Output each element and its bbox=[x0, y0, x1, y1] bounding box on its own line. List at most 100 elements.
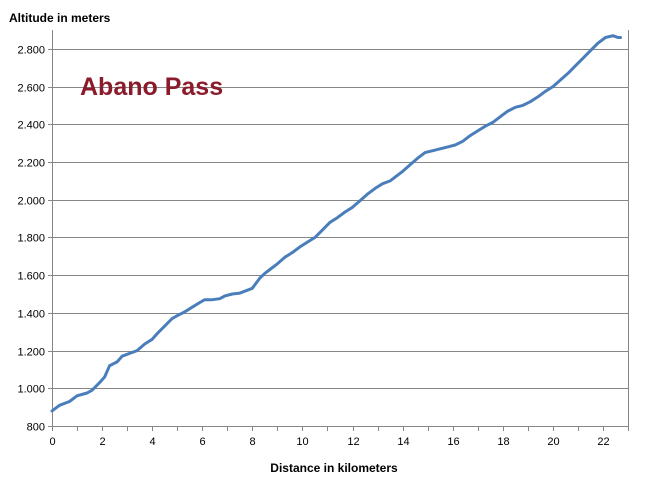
data-point bbox=[231, 293, 233, 295]
data-point bbox=[499, 116, 501, 118]
y-tick-label: 1.800 bbox=[17, 233, 45, 245]
x-tick-label: 22 bbox=[597, 436, 609, 448]
data-point bbox=[219, 298, 221, 300]
data-point bbox=[374, 187, 376, 189]
data-point bbox=[382, 183, 384, 185]
data-point bbox=[344, 211, 346, 213]
data-point bbox=[276, 263, 278, 265]
y-tick-label: 2.800 bbox=[17, 45, 45, 57]
data-point bbox=[389, 180, 391, 182]
axes bbox=[48, 30, 629, 431]
y-tick-label: 1.400 bbox=[17, 309, 45, 321]
data-point bbox=[171, 317, 173, 320]
data-point bbox=[191, 306, 193, 308]
data-point bbox=[417, 157, 419, 159]
data-point bbox=[104, 376, 106, 378]
data-point bbox=[164, 325, 166, 327]
data-point bbox=[199, 301, 201, 304]
data-point bbox=[291, 251, 293, 254]
x-tick-label: 18 bbox=[497, 436, 509, 448]
data-point bbox=[462, 140, 464, 142]
tick-labels: 800 1.000 1.200 1.400 1.600 1.800 2.000 2.200 2.… bbox=[17, 45, 609, 449]
data-point bbox=[176, 315, 178, 317]
data-point bbox=[522, 104, 524, 106]
data-point bbox=[617, 36, 619, 39]
y-tick-label: 1.200 bbox=[17, 347, 45, 359]
data-point bbox=[359, 200, 361, 202]
x-tick-label: 12 bbox=[347, 436, 359, 448]
y-tick-label: 2.200 bbox=[17, 158, 45, 170]
data-point bbox=[366, 193, 369, 195]
data-point bbox=[99, 382, 101, 384]
y-tick-label: 2.400 bbox=[17, 120, 45, 132]
data-point bbox=[284, 256, 286, 258]
data-point bbox=[336, 217, 339, 219]
data-point bbox=[129, 352, 131, 354]
data-point bbox=[184, 311, 186, 313]
y-tick-label: 800 bbox=[27, 422, 45, 434]
data-point bbox=[612, 35, 614, 37]
data-point bbox=[269, 268, 271, 271]
data-point bbox=[68, 400, 71, 403]
data-point bbox=[109, 365, 111, 367]
data-point bbox=[484, 125, 486, 127]
data-point bbox=[299, 246, 301, 248]
data-point bbox=[409, 164, 411, 166]
data-point bbox=[244, 290, 246, 292]
data-point bbox=[136, 350, 138, 352]
data-point bbox=[204, 299, 206, 301]
chart-title: Abano Pass bbox=[80, 73, 223, 101]
data-point bbox=[619, 36, 622, 39]
data-point bbox=[156, 333, 158, 335]
data-point bbox=[151, 338, 153, 340]
data-point bbox=[589, 50, 592, 52]
data-point bbox=[477, 130, 479, 132]
data-point bbox=[574, 65, 577, 67]
data-point bbox=[259, 277, 261, 279]
data-point bbox=[492, 121, 494, 123]
data-point bbox=[86, 392, 88, 394]
y-axis-label: Altitude in meters bbox=[9, 11, 111, 25]
data-point bbox=[537, 96, 539, 98]
y-tick-label: 2.600 bbox=[17, 83, 45, 95]
y-tick-label: 1.000 bbox=[17, 384, 45, 396]
data-point bbox=[544, 90, 547, 92]
x-tick-label: 20 bbox=[547, 436, 559, 448]
data-point bbox=[552, 86, 554, 88]
grid-lines bbox=[52, 30, 629, 426]
x-tick-label: 16 bbox=[447, 436, 459, 448]
data-point bbox=[306, 241, 308, 243]
data-point bbox=[58, 404, 61, 406]
data-point bbox=[424, 152, 426, 154]
x-tick-label: 0 bbox=[49, 436, 55, 448]
data-point bbox=[321, 229, 324, 231]
data-point bbox=[76, 395, 78, 397]
x-axis-label: Distance in kilometers bbox=[270, 461, 398, 475]
x-tick-label: 14 bbox=[397, 436, 409, 448]
data-point bbox=[329, 221, 331, 223]
x-tick-label: 8 bbox=[249, 436, 255, 448]
data-point bbox=[567, 72, 569, 74]
x-tick-label: 10 bbox=[296, 436, 308, 448]
data-point bbox=[121, 355, 123, 357]
data-point bbox=[507, 110, 509, 112]
y-tick-label: 2.000 bbox=[17, 196, 45, 208]
data-point bbox=[432, 150, 434, 152]
data-point bbox=[116, 361, 118, 363]
data-point bbox=[447, 146, 449, 148]
data-point bbox=[559, 79, 562, 81]
y-tick-label: 1.600 bbox=[17, 271, 45, 283]
data-point bbox=[439, 148, 441, 150]
series-layer bbox=[50, 34, 622, 413]
data-point bbox=[239, 292, 241, 294]
data-point bbox=[597, 42, 599, 44]
data-point bbox=[314, 236, 316, 238]
data-point bbox=[351, 206, 354, 208]
x-tick-label: 2 bbox=[99, 436, 105, 448]
data-point bbox=[144, 343, 146, 345]
data-point bbox=[51, 410, 53, 412]
data-point bbox=[514, 106, 516, 108]
data-point bbox=[251, 287, 253, 289]
